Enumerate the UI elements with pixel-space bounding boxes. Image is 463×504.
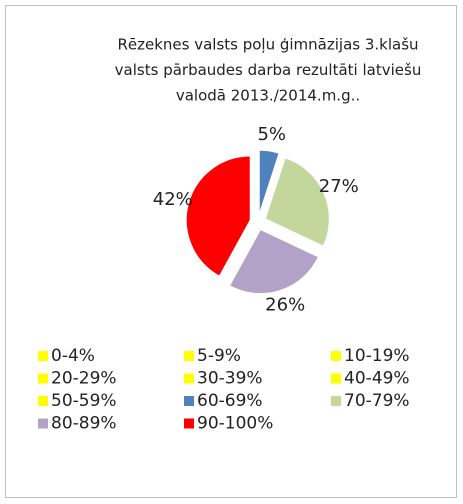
- legend-label: 80-89%: [51, 414, 117, 434]
- legend-swatch: [184, 418, 194, 429]
- data-label: 27%: [319, 176, 359, 197]
- legend-swatch: [331, 396, 341, 406]
- legend-label: 5-9%: [197, 346, 241, 366]
- legend-swatch: [184, 351, 194, 361]
- legend-swatch: [184, 396, 194, 406]
- legend-swatch: [38, 396, 48, 406]
- data-label: 5%: [257, 124, 286, 145]
- legend-label: 90-100%: [197, 414, 273, 434]
- pie-slice: [185, 155, 251, 277]
- legend-label: 60-69%: [197, 391, 263, 411]
- legend-swatch: [331, 373, 341, 384]
- pie-slice: [258, 149, 280, 215]
- chart-title: Rēzeknes valsts poļu ģimnāzijas 3.klašu: [117, 36, 418, 54]
- legend-label: 70-79%: [344, 391, 410, 411]
- legend-swatch: [331, 351, 341, 361]
- legend-swatch: [38, 351, 48, 361]
- legend-swatch: [184, 373, 194, 384]
- legend-label: 30-39%: [197, 369, 263, 389]
- data-label: 26%: [265, 295, 305, 316]
- pie-slice: [228, 228, 320, 295]
- legend-label: 20-29%: [51, 369, 117, 389]
- legend-label: 40-49%: [344, 369, 410, 389]
- legend-label: 50-59%: [51, 391, 117, 411]
- pie-slice: [264, 157, 330, 247]
- chart-title: valsts pārbaudes darba rezultāti latvieš…: [115, 61, 422, 79]
- legend-swatch: [38, 418, 48, 429]
- legend-label: 0-4%: [51, 346, 95, 366]
- legend-label: 10-19%: [344, 346, 410, 366]
- legend-swatch: [38, 373, 48, 384]
- data-label: 42%: [153, 189, 193, 210]
- chart-title: valodā 2013./2014.m.g..: [176, 87, 360, 105]
